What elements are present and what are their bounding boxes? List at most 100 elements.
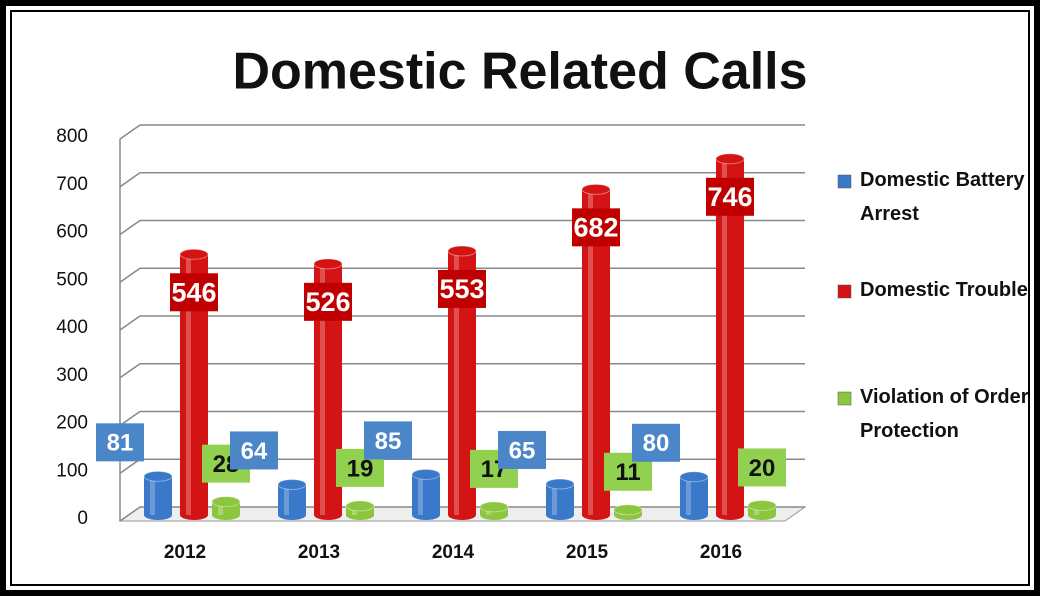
bar-shine [150, 476, 155, 515]
bar-top [313, 258, 343, 270]
value-label: 64 [241, 438, 268, 465]
value-label: 85 [375, 428, 402, 455]
bar-base [748, 510, 776, 520]
bar-body [278, 484, 306, 515]
value-label: 20 [749, 455, 776, 482]
bar [479, 501, 509, 520]
legend-swatch [837, 391, 852, 406]
y-tick-label: 100 [56, 460, 88, 481]
bar-top [211, 496, 241, 508]
bar-top [715, 153, 745, 165]
bar [211, 496, 241, 520]
x-tick-label: 2016 [700, 542, 742, 563]
bar-base [716, 510, 744, 520]
y-tick-label: 700 [56, 174, 88, 195]
value-label-box [706, 177, 754, 216]
grid-side [119, 315, 141, 331]
bar [143, 470, 173, 520]
bar-top [447, 245, 477, 257]
value-label: 81 [107, 430, 134, 457]
bar [679, 471, 709, 520]
y-tick-label: 800 [56, 126, 88, 147]
grid-side [119, 410, 141, 427]
value-label: 11 [615, 459, 640, 486]
bar-shine [186, 254, 191, 515]
grid-side [119, 219, 141, 236]
y-tick-label: 400 [56, 317, 88, 338]
value-label: 526 [305, 287, 350, 317]
bar-base [180, 510, 208, 520]
y-tick-label: 300 [56, 365, 88, 386]
legend-swatch [837, 284, 852, 299]
bar [747, 499, 777, 520]
value-label-box [738, 448, 786, 487]
grid-side [119, 363, 141, 379]
bar-base [448, 510, 476, 520]
x-tick-label: 2015 [566, 542, 609, 563]
bar-body [546, 483, 574, 515]
bar-top [545, 478, 575, 490]
bar-shine [454, 250, 459, 515]
bar [545, 478, 575, 520]
inner-border [10, 10, 1030, 586]
y-tick-label: 600 [56, 222, 88, 243]
value-label-box [230, 431, 278, 470]
grid-side [119, 506, 141, 522]
bar-base [680, 510, 708, 520]
bar-top [479, 501, 509, 513]
value-label: 65 [509, 437, 536, 464]
value-label-box [632, 423, 680, 462]
grid-side [119, 124, 141, 140]
bar-base [314, 510, 342, 520]
y-tick-label: 0 [77, 508, 88, 529]
bar-shine [754, 505, 759, 515]
bar-base [480, 510, 508, 520]
chart-title: Domestic Related Calls [232, 43, 807, 101]
bar-shine [284, 484, 289, 515]
value-label: 746 [707, 182, 752, 212]
value-label-box [96, 423, 144, 462]
bar-base [144, 510, 172, 520]
bar-base [212, 510, 240, 520]
value-label-box [170, 273, 218, 312]
value-label-box [304, 282, 352, 321]
legend-label: Domestic Trouble [860, 279, 1028, 301]
bar-base [346, 510, 374, 520]
bar-top [679, 471, 709, 483]
x-tick-label: 2012 [164, 542, 206, 563]
grid-side [119, 458, 141, 474]
value-label: 19 [347, 455, 374, 482]
bar-top [345, 500, 375, 512]
value-label-box [364, 421, 412, 460]
bar-body [144, 476, 172, 515]
value-label-box [438, 269, 486, 308]
bar-shine [686, 476, 691, 515]
bar [411, 468, 441, 520]
value-label: 553 [439, 274, 484, 304]
bar-top [277, 478, 307, 490]
bar-top [179, 248, 209, 260]
bar-top [747, 499, 777, 511]
value-label: 682 [573, 212, 618, 242]
x-tick-label: 2014 [432, 542, 475, 563]
bar-top [143, 470, 173, 482]
grid-side [119, 172, 141, 188]
legend-label: Violation of Order Protection [860, 386, 1029, 442]
bar [345, 500, 375, 520]
value-label-box [572, 208, 620, 247]
bar-base [546, 510, 574, 520]
bar [613, 504, 643, 520]
value-label: 546 [171, 277, 216, 307]
bar-shine [588, 189, 593, 515]
y-tick-label: 200 [56, 413, 88, 434]
bar-shine [552, 483, 557, 515]
bar-shine [722, 158, 727, 515]
bar-top [613, 504, 643, 516]
value-label-box [498, 430, 546, 469]
bar-top [411, 468, 441, 480]
bar-shine [320, 263, 325, 515]
grid-side [119, 267, 141, 283]
bar-body [412, 474, 440, 515]
